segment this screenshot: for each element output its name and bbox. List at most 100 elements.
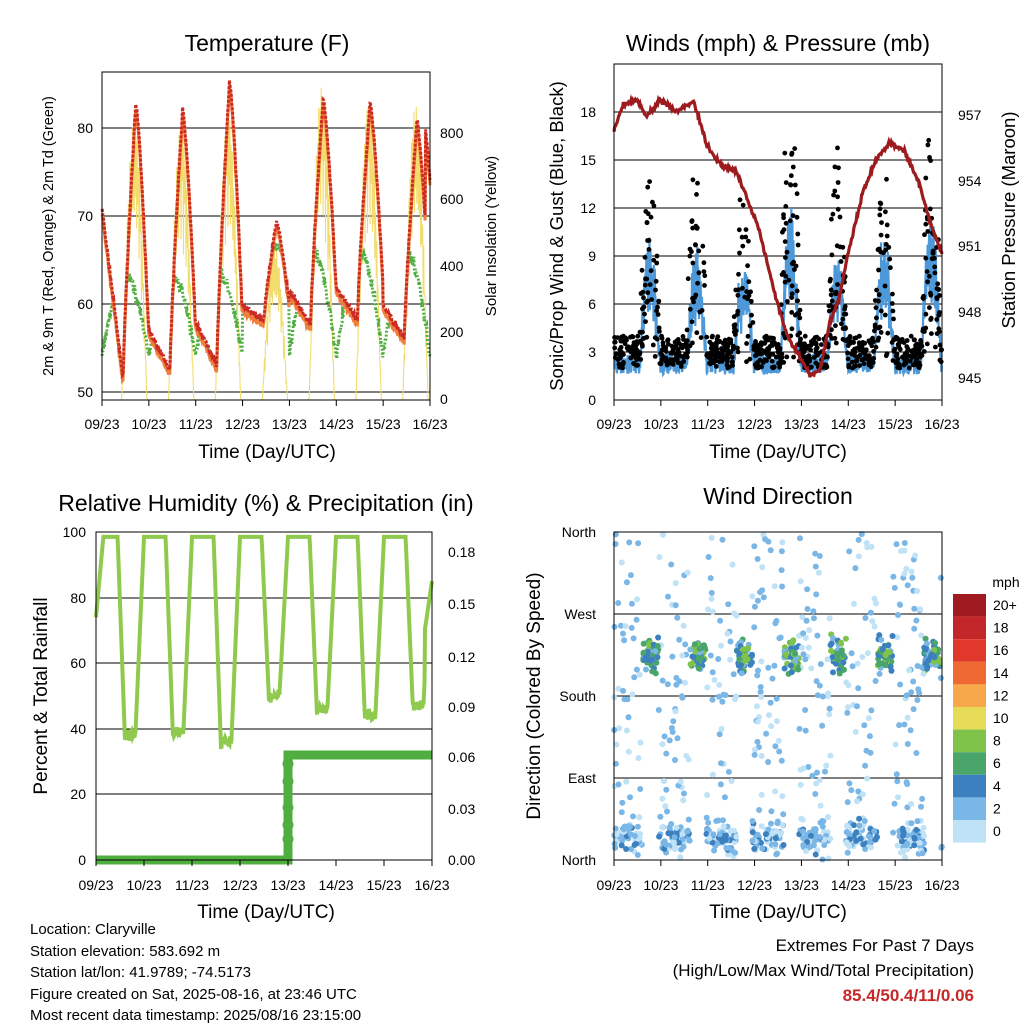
rh-ytick-right: 0.09 xyxy=(448,699,475,715)
gust-point xyxy=(873,305,879,311)
gust-point xyxy=(927,273,932,279)
direction-point xyxy=(756,807,763,813)
direction-point xyxy=(656,833,663,840)
direction-point xyxy=(826,615,833,622)
gust-point xyxy=(933,344,938,350)
direction-point xyxy=(718,642,725,649)
direction-point xyxy=(654,654,661,661)
x-tick-label: 09/23 xyxy=(84,416,119,432)
gust-point xyxy=(746,279,752,285)
dir-ytick: East xyxy=(568,770,596,786)
gust-point xyxy=(654,308,659,314)
direction-point xyxy=(620,687,627,694)
direction-point xyxy=(762,536,769,543)
gust-point xyxy=(788,173,794,179)
direction-point xyxy=(797,578,804,585)
gust-point xyxy=(910,362,916,368)
gust-point xyxy=(861,361,867,367)
direction-point xyxy=(730,671,737,678)
gust-point xyxy=(827,278,833,284)
direction-point xyxy=(681,790,687,797)
direction-point xyxy=(720,691,727,698)
gust-point xyxy=(877,212,883,218)
gust-point xyxy=(655,312,661,317)
gust-point xyxy=(835,194,840,200)
gust-point xyxy=(935,281,941,287)
gust-point xyxy=(872,328,877,334)
gust-point xyxy=(846,364,852,370)
direction-point xyxy=(766,712,772,719)
x-tick-label: 10/23 xyxy=(643,416,678,432)
direction-point xyxy=(779,583,786,590)
gust-point xyxy=(642,282,648,288)
gust-point xyxy=(735,349,741,355)
gust-point xyxy=(835,206,841,212)
gust-point xyxy=(747,356,753,362)
gust-point xyxy=(784,249,790,255)
direction-point xyxy=(727,638,734,645)
gust-point xyxy=(926,137,932,143)
direction-point xyxy=(621,637,628,644)
direction-point xyxy=(751,845,758,852)
direction-point xyxy=(709,608,716,615)
gust-point xyxy=(784,354,790,360)
gust-point xyxy=(731,322,737,328)
direction-point xyxy=(856,822,863,829)
gust-point xyxy=(745,296,750,302)
direction-point xyxy=(878,636,885,643)
gust-point xyxy=(794,288,800,294)
gust-point xyxy=(640,343,645,349)
direction-point xyxy=(814,692,821,699)
gust-point xyxy=(891,316,896,322)
gust-point xyxy=(747,323,753,329)
gust-point xyxy=(783,204,789,209)
direction-point xyxy=(754,831,761,838)
temp-ytick: 70 xyxy=(77,208,93,224)
direction-point xyxy=(709,771,716,778)
winds-panel: Winds (mph) & Pressure (mb) 09/23 10/23 11… xyxy=(546,30,1019,463)
x-tick-label: 14/23 xyxy=(319,416,354,432)
direction-point xyxy=(637,739,644,746)
x-tick-label: 09/23 xyxy=(596,416,631,432)
gust-point xyxy=(648,214,654,220)
direction-point xyxy=(616,725,623,732)
direction-point xyxy=(904,741,911,747)
direction-point xyxy=(768,723,775,730)
gust-point xyxy=(852,364,857,369)
direction-point xyxy=(704,684,711,691)
gust-point xyxy=(631,343,637,348)
direction-point xyxy=(676,636,683,643)
direction-point xyxy=(684,569,691,576)
direction-point xyxy=(920,670,927,677)
gust-point xyxy=(871,349,876,354)
gust-point xyxy=(934,295,940,301)
gust-point xyxy=(645,238,650,243)
direction-point xyxy=(861,818,868,824)
direction-point xyxy=(758,791,765,798)
direction-point xyxy=(922,635,929,642)
direction-point xyxy=(876,632,883,639)
direction-point xyxy=(674,614,681,621)
gust-point xyxy=(744,289,750,294)
gust-point xyxy=(923,221,929,227)
gust-point xyxy=(687,343,693,349)
direction-point xyxy=(895,612,901,618)
gust-point xyxy=(840,316,846,322)
temp-ytick-right: 200 xyxy=(440,324,464,340)
direction-point xyxy=(703,814,710,821)
gust-point xyxy=(726,348,731,354)
direction-point xyxy=(634,852,641,858)
gust-point xyxy=(895,336,900,342)
gust-point xyxy=(728,340,734,346)
gust-point xyxy=(854,358,860,364)
gust-point xyxy=(927,155,932,160)
gust-point xyxy=(645,184,651,190)
direction-point xyxy=(773,718,780,725)
gust-point xyxy=(651,257,657,263)
direction-point xyxy=(788,669,795,676)
direction-point xyxy=(882,652,889,659)
gust-point xyxy=(882,312,888,318)
direction-point xyxy=(825,814,831,820)
gust-point xyxy=(855,354,861,360)
